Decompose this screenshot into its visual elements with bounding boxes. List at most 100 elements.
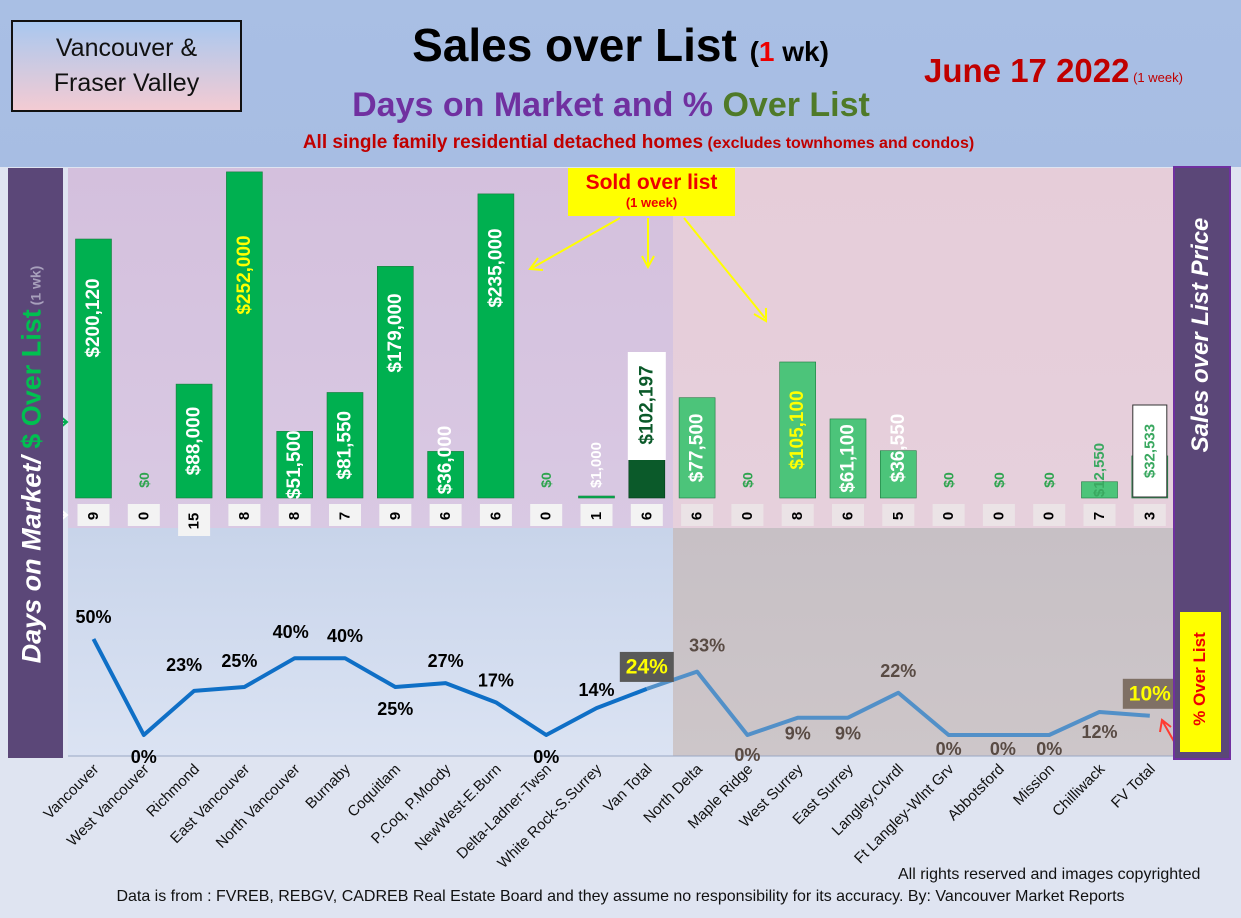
bar-0 — [75, 238, 112, 499]
pct-over-list-legend: % Over List — [1180, 612, 1221, 752]
days-box-7 — [429, 504, 462, 526]
pct-label-4: 40% — [273, 622, 309, 642]
days-value-20: 7 — [1091, 512, 1108, 520]
bar-value-label-5: $81,550 — [335, 411, 356, 480]
pct-label-14: 9% — [785, 724, 811, 744]
days-box-18 — [982, 504, 1015, 526]
panel-top-right — [673, 168, 1173, 528]
bar-4 — [276, 431, 314, 499]
callout-arrows — [528, 217, 767, 323]
arrowhead-pct — [1159, 718, 1172, 733]
bar-2 — [175, 383, 213, 499]
bar-5 — [326, 392, 364, 499]
x-label-21: FV Total — [1108, 761, 1159, 812]
pct-label-6: 25% — [377, 699, 413, 719]
days-box-21 — [1133, 504, 1166, 526]
days-value-4: 8 — [286, 512, 303, 520]
bar-value-label-19: $0 — [1041, 472, 1057, 488]
van-total-label-bg — [627, 352, 666, 460]
days-value-5: 7 — [337, 512, 354, 520]
bar-value-label-11: $102,197 — [636, 365, 657, 444]
days-value-13: 0 — [739, 512, 756, 520]
pct-label-7: 27% — [428, 651, 464, 671]
pct-label-18: 0% — [990, 739, 1016, 759]
days-box-11 — [630, 504, 663, 526]
chart-title: Sales over List (1 wk) — [0, 18, 1241, 72]
pct-label-10: 14% — [578, 680, 614, 700]
title-paren-open: ( — [749, 36, 759, 67]
bar-value-label-14: $105,100 — [787, 390, 808, 469]
bar-value-label-15: $61,100 — [838, 424, 859, 493]
callout-subtitle: (1 week) — [625, 195, 678, 210]
date-main: June 17 2022 — [924, 52, 1130, 89]
bar-6 — [376, 266, 414, 499]
subtitle-a: Days on Market and % — [352, 86, 723, 124]
days-value-17: 0 — [940, 512, 957, 520]
days-box-15 — [832, 504, 864, 526]
days-value-1: 0 — [135, 512, 152, 520]
x-label-20: Chilliwack — [1049, 760, 1109, 820]
bar-7 — [427, 451, 464, 499]
desc-b: (excludes townhomes and condos) — [703, 135, 975, 152]
callout-title: Sold over list — [585, 171, 718, 194]
pct-label-11: 24% — [626, 655, 668, 678]
bar-3 — [226, 171, 263, 499]
data-source-note: Data is from : FVREB, REBGV, CADREB Real… — [116, 888, 1125, 905]
pct-label-19: 0% — [1036, 739, 1062, 759]
region-label: Vancouver & Fraser Valley — [53, 34, 200, 97]
days-box-17 — [932, 504, 965, 526]
arrowhead-west-surrey — [753, 308, 767, 323]
bar-value-label-17: $0 — [941, 472, 957, 488]
title-one: 1 — [758, 36, 775, 67]
bar-value-label-3: $252,000 — [234, 235, 255, 314]
bar-value-label-4: $51,500 — [284, 430, 305, 499]
days-value-0: 9 — [85, 512, 102, 520]
days-value-6: 9 — [387, 512, 404, 520]
date-small: (1 week) — [1129, 70, 1183, 85]
days-value-12: 6 — [689, 512, 706, 520]
bar-series: $200,120 $0 $88,000 $252,000 $51,500 $81,550 $… — [75, 171, 1169, 499]
bar-value-label-18: $0 — [991, 472, 1007, 488]
arrow-to-west-surrey — [683, 217, 766, 319]
bar-value-label-13: $0 — [739, 472, 755, 488]
days-box-16 — [882, 504, 915, 526]
pct-label-13: 0% — [734, 745, 760, 765]
left-label-a: Days on Market/ — [16, 456, 47, 664]
pct-label-3: 25% — [221, 651, 257, 671]
title-main: Sales over List — [412, 19, 737, 71]
pct-label-2: 23% — [166, 655, 202, 675]
pct-line-series: 50% 0% 23% 25% 40% 40% 25% 27% 17% 0% 14% 24% 33% 0% 9… — [75, 607, 1177, 767]
bar-20 — [1081, 481, 1118, 499]
arrow-to-newwest — [531, 217, 621, 269]
left-label-b: $ Over List — [16, 309, 47, 457]
bar-value-label-0: $200,120 — [83, 278, 104, 357]
subtitle-b: Over List — [722, 86, 870, 124]
days-box-0 — [77, 504, 110, 526]
x-label-17: Ft Langley-Wlnt Grv — [851, 760, 958, 867]
right-label-text: Sales over List Price — [1187, 217, 1214, 453]
x-label-5: Burnaby — [302, 760, 354, 812]
pct-line-left — [91, 638, 648, 737]
pct-label-21: 10% — [1129, 682, 1171, 705]
bar-value-label-21: $32,533 — [1141, 424, 1158, 478]
days-box-12 — [681, 504, 714, 526]
pct-label-8: 17% — [478, 670, 514, 690]
days-value-2: 15 — [186, 513, 203, 530]
bar-value-label-2: $88,000 — [184, 407, 205, 476]
title-wk: wk) — [774, 36, 829, 67]
arrowhead-newwest — [528, 257, 544, 271]
days-value-11: 6 — [638, 512, 655, 520]
bar-value-label-9: $0 — [538, 472, 554, 488]
pct-label-17: 0% — [936, 739, 962, 759]
x-label-9: Delta-Ladner-Twsn — [453, 761, 555, 863]
days-value-19: 0 — [1041, 512, 1058, 520]
days-box-13 — [731, 504, 764, 526]
days-box-2 — [178, 504, 211, 536]
bar-value-label-1: $0 — [136, 472, 152, 488]
bar-value-label-16: $36,550 — [888, 414, 909, 483]
days-value-3: 8 — [236, 512, 253, 520]
region-box: Vancouver & Fraser Valley — [11, 20, 242, 112]
left-label-c: (1 wk) — [27, 265, 44, 310]
bar-value-label-8: $235,000 — [485, 228, 506, 307]
